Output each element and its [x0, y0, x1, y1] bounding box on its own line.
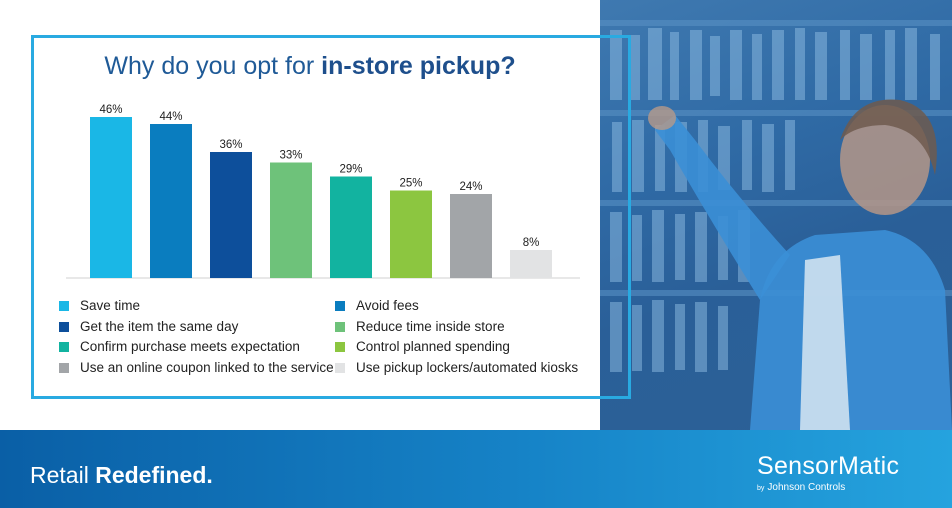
legend-item-6: Control planned spending — [335, 339, 510, 354]
bar-label-2: 44% — [159, 111, 182, 123]
bar-6 — [390, 190, 432, 278]
bar-label-8: 8% — [523, 237, 540, 249]
bar-label-6: 25% — [399, 178, 422, 190]
tagline-normal: Retail — [30, 462, 96, 488]
bar-label-5: 29% — [339, 164, 362, 176]
brand-sub-text: Johnson Controls — [767, 482, 846, 493]
title-normal: Why do you opt for — [104, 52, 322, 80]
legend-item-8: Use pickup lockers/automated kiosks — [335, 360, 578, 375]
bar-1 — [90, 117, 132, 278]
legend-swatch-1 — [59, 301, 69, 311]
legend-swatch-7 — [59, 362, 69, 373]
tagline-bold: Redefined. — [95, 462, 213, 488]
legend-swatch-8 — [335, 362, 345, 373]
legend-swatch-5 — [59, 342, 69, 352]
legend-item-7: Use an online coupon linked to the servi… — [59, 360, 334, 375]
legend-label-2: Avoid fees — [356, 298, 419, 313]
legend-swatch-4 — [335, 321, 345, 332]
title-bold: in-store pickup? — [321, 52, 516, 80]
legend-item-5: Confirm purchase meets expectation — [59, 339, 300, 354]
bar-label-1: 46% — [99, 104, 122, 116]
legend-label-1: Save time — [80, 298, 141, 313]
bar-5 — [330, 176, 372, 278]
legend-label-7: Use an online coupon linked to the servi… — [80, 359, 334, 375]
bar-label-7: 24% — [459, 181, 482, 193]
chart-frame — [31, 35, 631, 399]
store-aisle-photo — [600, 20, 952, 430]
brand-subtitle: by Johnson Controls — [757, 482, 845, 493]
legend-label-4: Reduce time inside store — [356, 318, 505, 334]
bar-4 — [270, 162, 312, 278]
legend-label-3: Get the item the same day — [80, 318, 239, 334]
bar-3 — [210, 152, 252, 278]
child-figure — [648, 99, 952, 430]
legend-label-6: Control planned spending — [356, 339, 510, 354]
bar-label-4: 33% — [279, 150, 302, 162]
bar-label-3: 36% — [219, 139, 242, 151]
tagline: Retail Redefined. — [30, 462, 213, 489]
legend-item-3: Get the item the same day — [59, 319, 238, 334]
legend-swatch-2 — [335, 301, 345, 311]
bar-2 — [150, 124, 192, 278]
legend-label-5: Confirm purchase meets expectation — [80, 339, 300, 354]
legend-label-8: Use pickup lockers/automated kiosks — [356, 359, 579, 375]
legend-item-4: Reduce time inside store — [335, 319, 505, 334]
footer-bar — [0, 430, 952, 508]
legend-swatch-3 — [59, 321, 69, 332]
legend-item-1: Save time — [59, 298, 140, 313]
brand-by: by — [757, 485, 765, 492]
brand-logo: SensorMatic — [757, 452, 900, 480]
background-photo — [600, 0, 952, 430]
legend-item-2: Avoid fees — [335, 298, 419, 313]
bar-7 — [450, 194, 492, 278]
bar-chart: 46% 44% 36% 33% 29% 25% 24% 8% — [66, 104, 580, 279]
chart-title: Why do you opt for in-store pickup? — [0, 52, 620, 81]
bar-8 — [510, 250, 552, 278]
legend-swatch-6 — [335, 342, 345, 352]
